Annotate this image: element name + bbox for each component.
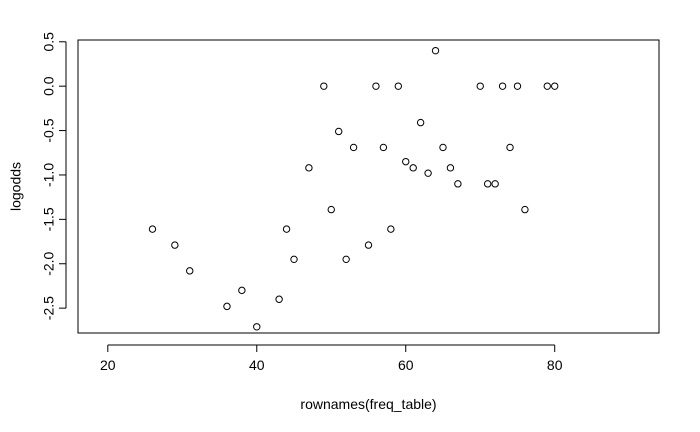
data-point bbox=[498, 82, 507, 90]
data-point bbox=[342, 255, 350, 264]
data-point bbox=[364, 241, 373, 249]
plot-frame bbox=[77, 39, 660, 334]
y-axis-title: logodds bbox=[8, 162, 24, 211]
data-point bbox=[409, 164, 417, 172]
data-point bbox=[402, 157, 410, 166]
data-point bbox=[394, 82, 402, 90]
data-point bbox=[290, 255, 298, 264]
data-point bbox=[253, 323, 261, 331]
x-tick-label: 80 bbox=[547, 357, 563, 373]
x-tick-label: 20 bbox=[100, 357, 116, 373]
y-tick-label: -2.5 bbox=[41, 296, 57, 320]
data-point bbox=[476, 82, 484, 90]
data-point bbox=[148, 225, 157, 233]
data-point bbox=[186, 267, 194, 275]
data-point bbox=[446, 164, 455, 172]
data-point bbox=[387, 225, 395, 233]
y-tick-label: -1.0 bbox=[41, 163, 57, 187]
y-tick-label: 0.0 bbox=[41, 76, 57, 96]
x-tick-label: 40 bbox=[249, 357, 265, 373]
data-point bbox=[223, 302, 231, 311]
data-point bbox=[513, 82, 522, 90]
data-point bbox=[439, 143, 447, 152]
data-point bbox=[282, 225, 291, 233]
data-point bbox=[483, 180, 492, 188]
x-axis-title: rownames(freq_table) bbox=[300, 396, 436, 412]
data-point bbox=[305, 164, 313, 172]
x-axis: 20 40 60 80 bbox=[100, 344, 563, 373]
data-points bbox=[148, 46, 559, 331]
x-tick-label: 60 bbox=[398, 357, 414, 373]
data-point bbox=[379, 143, 388, 152]
data-point bbox=[238, 286, 246, 295]
data-point bbox=[416, 118, 425, 127]
data-point bbox=[372, 82, 380, 90]
data-point bbox=[506, 143, 514, 152]
y-tick-label: 0.5 bbox=[41, 32, 57, 52]
data-point bbox=[551, 82, 559, 90]
y-tick-label: -0.5 bbox=[41, 118, 57, 142]
data-point bbox=[491, 180, 499, 188]
data-point bbox=[320, 82, 328, 90]
y-tick-label: -1.5 bbox=[41, 207, 57, 231]
data-point bbox=[171, 241, 179, 249]
data-point bbox=[335, 127, 343, 136]
data-point bbox=[431, 46, 440, 55]
data-point bbox=[327, 205, 335, 214]
y-tick-label: -2.0 bbox=[41, 251, 57, 275]
data-point bbox=[521, 205, 529, 214]
data-point bbox=[543, 82, 551, 90]
data-point bbox=[275, 295, 283, 303]
y-axis: -2.5 -2.0 -1.5 -1.0 -0.5 0.0 0.5 bbox=[41, 32, 67, 320]
data-point bbox=[349, 143, 358, 152]
data-point bbox=[454, 180, 462, 188]
data-point bbox=[424, 169, 432, 177]
